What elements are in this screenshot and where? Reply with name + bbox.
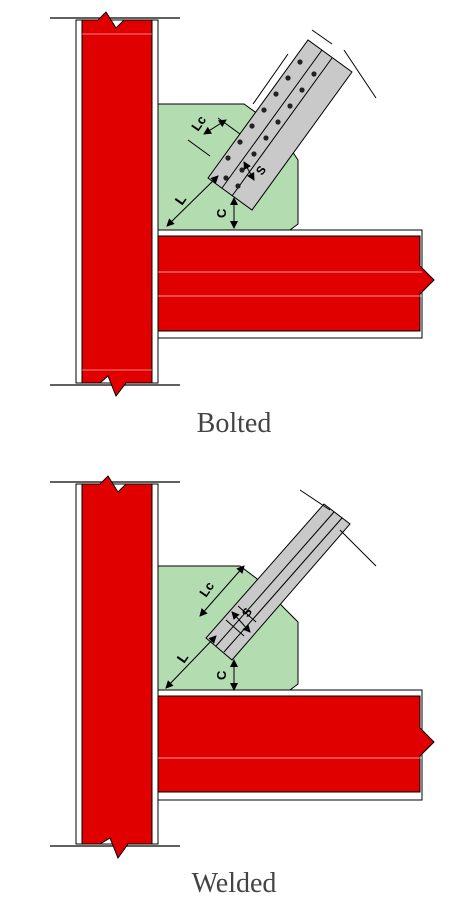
bolted-c-label: C: [214, 208, 229, 218]
bolted-lc-label: Lc: [188, 113, 209, 134]
welded-beam: [157, 689, 435, 801]
bolted-caption: Bolted: [196, 408, 272, 439]
bolted-column: [50, 11, 180, 398]
welded-detail: Lc S L C: [50, 475, 435, 860]
bolted-beam: [157, 229, 435, 339]
bolted-detail: Lc S L C: [50, 11, 435, 398]
welded-lc-label: Lc: [196, 579, 217, 600]
welded-dimensions: [165, 565, 257, 691]
welded-caption: Welded: [191, 868, 277, 899]
bolted-bolt-pattern: [223, 59, 317, 189]
welded-column: [50, 475, 180, 860]
bolted-dimensions: [166, 117, 255, 229]
welded-c-label: C: [214, 670, 229, 680]
